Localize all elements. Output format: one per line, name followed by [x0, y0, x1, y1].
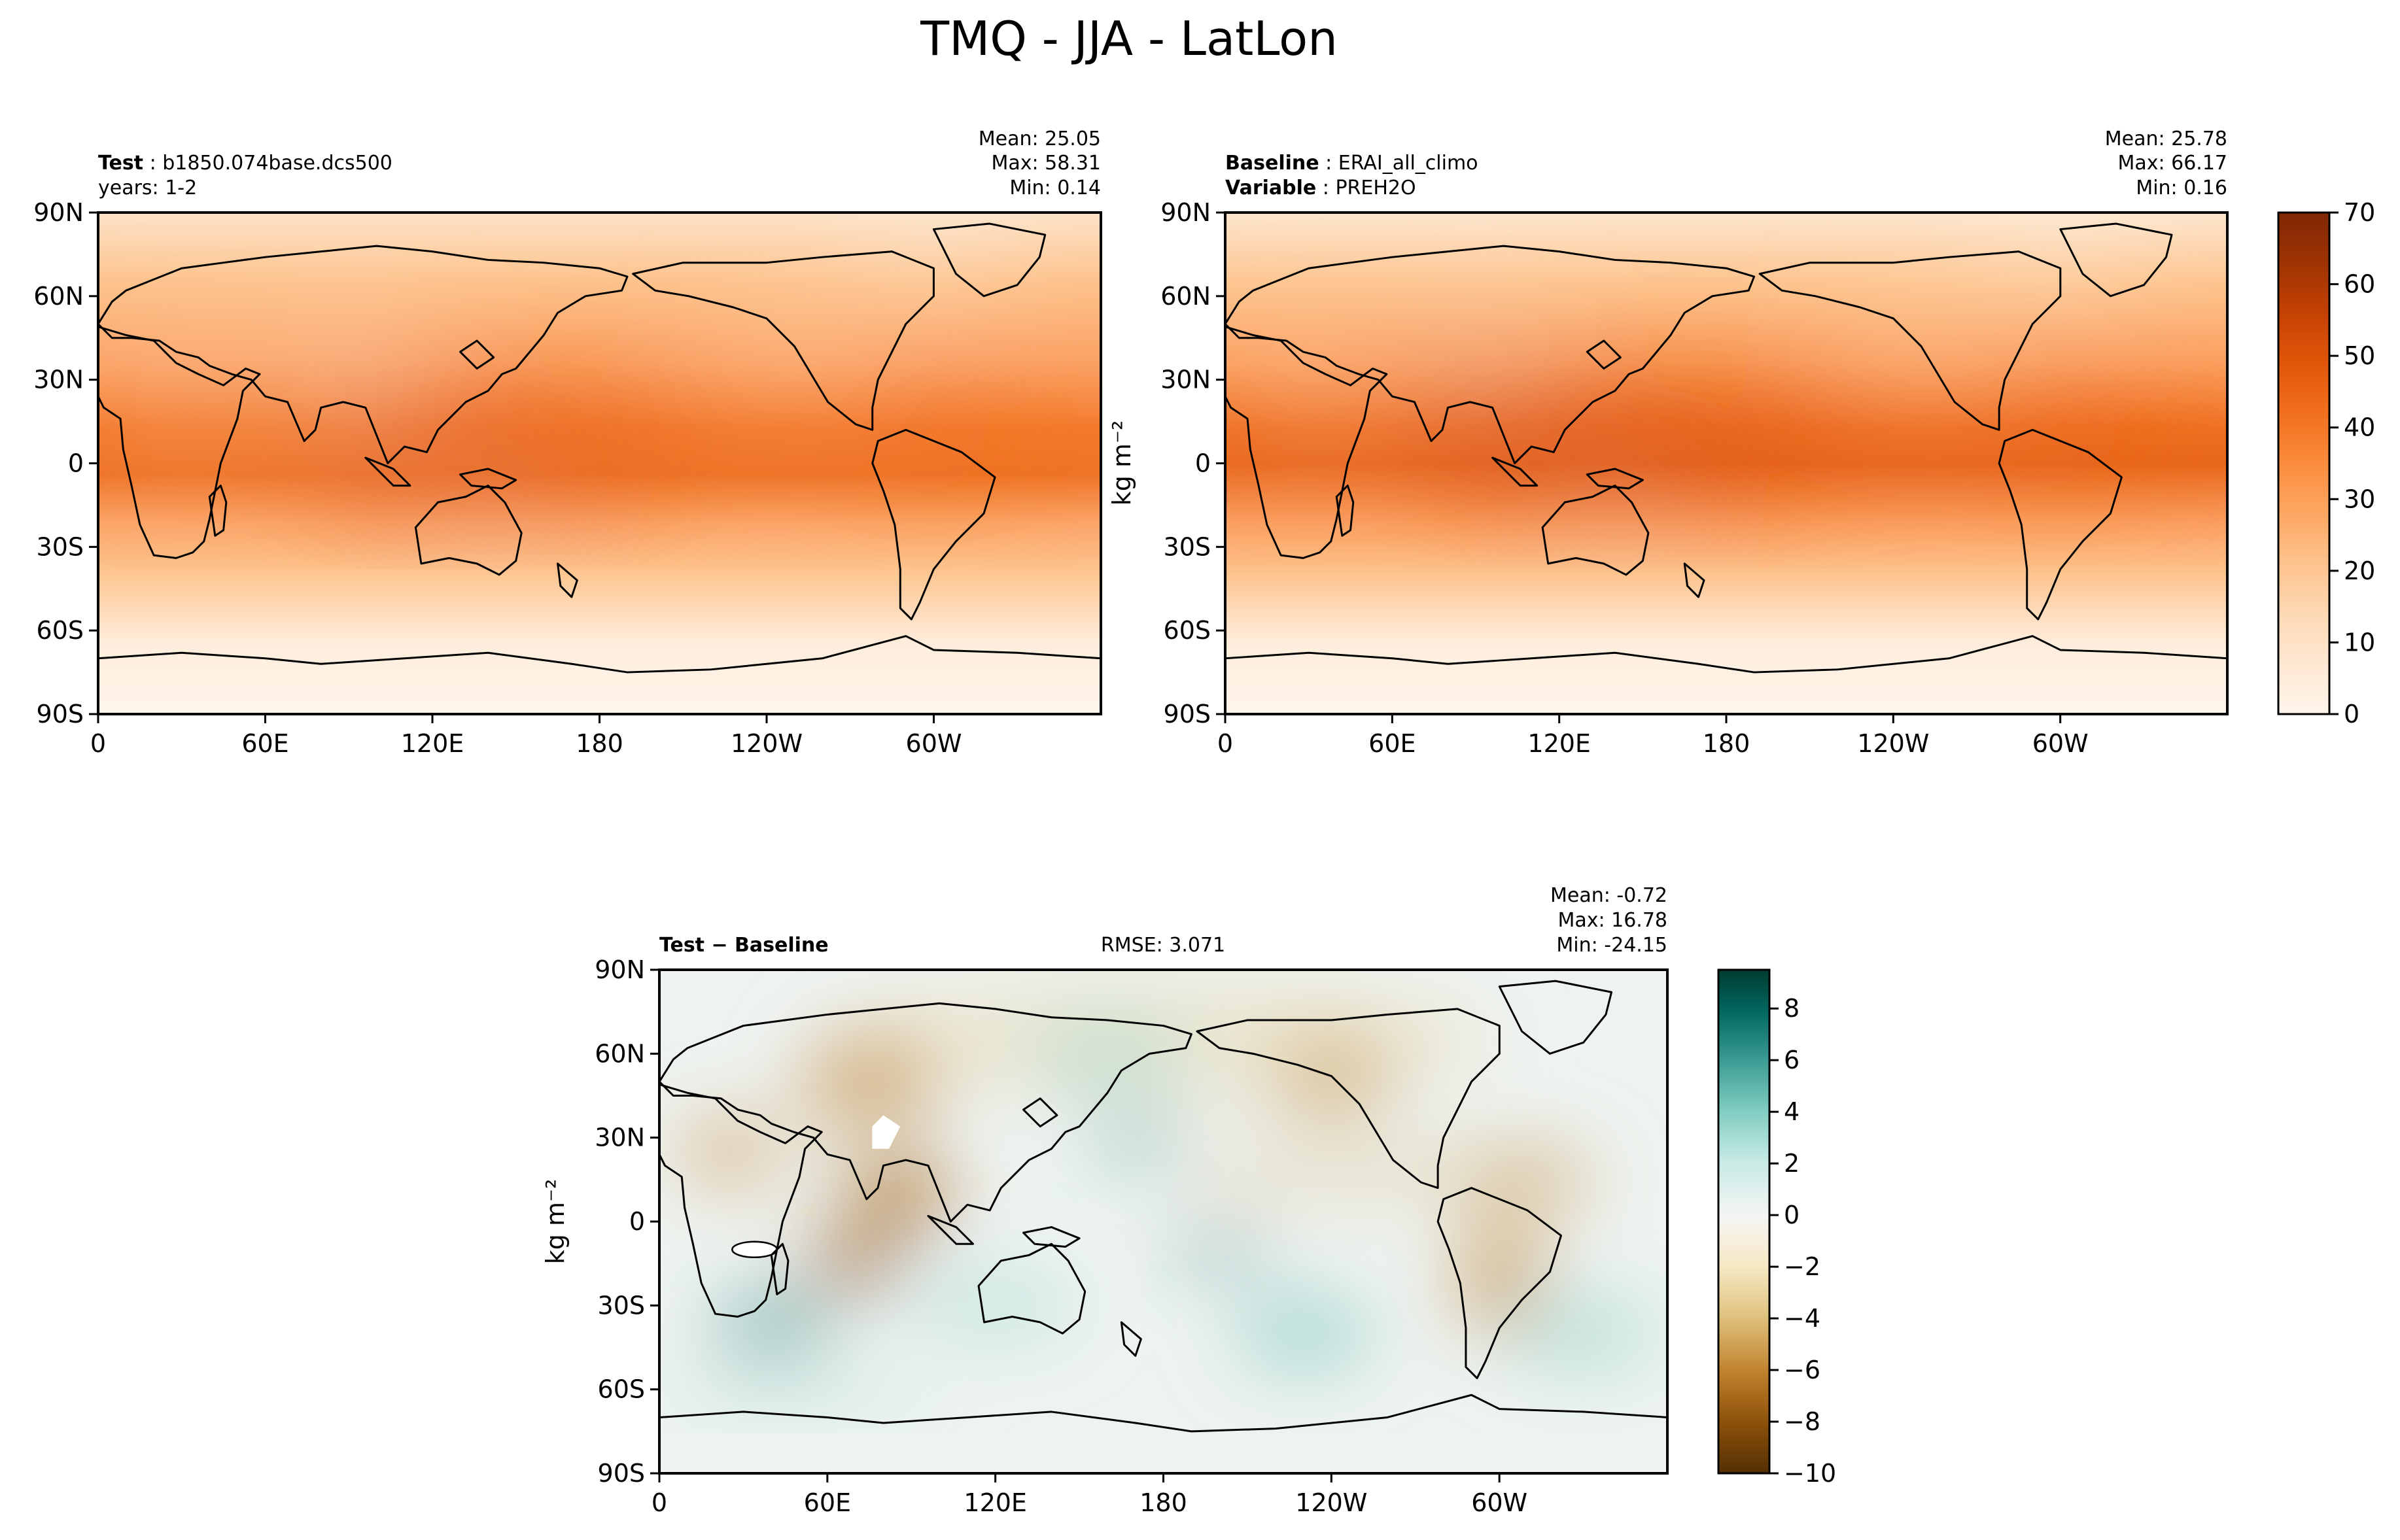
colorbar-tick-label: −8: [1784, 1407, 1820, 1436]
y-tick-label: 0: [68, 449, 84, 478]
x-tick-label: 120E: [1527, 729, 1591, 758]
colorbar-tick-label: 10: [2344, 628, 2375, 657]
diff-rmse: RMSE: 3.071: [1101, 934, 1225, 957]
y-tick-label: 60S: [598, 1375, 645, 1404]
y-tick-label: 60S: [37, 616, 84, 645]
colorbar-tick-label: 30: [2344, 485, 2375, 513]
y-tick-label: 30S: [598, 1291, 645, 1320]
y-tick-label: 30S: [1164, 532, 1211, 561]
x-tick-label: 120E: [964, 1488, 1027, 1517]
x-tick-label: 0: [90, 729, 106, 758]
y-tick-label: 0: [629, 1207, 645, 1236]
orange-colorbar: 0 10 20 30 40 50 60 70: [2277, 198, 2375, 728]
diff-mean: Mean: -0.72: [1550, 884, 1667, 907]
y-tick-label: 60N: [33, 282, 84, 311]
figure-title: TMQ - JJA - LatLon: [920, 11, 1338, 66]
x-tick-label: 120W: [1295, 1488, 1367, 1517]
x-tick-label: 0: [1217, 729, 1233, 758]
y-tick-label: 60N: [1160, 282, 1211, 311]
test-years: years: 1-2: [98, 177, 197, 199]
x-tick-label: 60W: [2032, 729, 2089, 758]
x-tick-label: 180: [1703, 729, 1750, 758]
y-tick-label: 0: [1195, 449, 1211, 478]
x-tick-label: 60E: [241, 729, 288, 758]
colorbar-tick-label: 40: [2344, 413, 2375, 442]
baseline-header: Baseline : ERAI_all_climo: [1225, 152, 1478, 175]
x-tick-label: 60W: [1471, 1488, 1527, 1517]
y-tick-label: 90N: [1160, 198, 1211, 227]
colorbar-tick-label: −4: [1784, 1304, 1820, 1333]
colorbar-tick-label: 8: [1784, 994, 1800, 1023]
diff-max: Max: 16.78: [1557, 909, 1667, 932]
baseline-units-label: kg m⁻²: [1107, 420, 1136, 506]
colorbar-tick-label: 60: [2344, 270, 2375, 299]
colorbar-tick-label: −6: [1784, 1356, 1820, 1384]
y-tick-label: 30N: [595, 1123, 645, 1152]
x-tick-label: 120W: [1857, 729, 1929, 758]
test-mean: Mean: 25.05: [979, 128, 1101, 150]
baseline-map-field: [1225, 213, 2227, 714]
diff-map-field: [659, 970, 1667, 1473]
x-tick-label: 180: [1139, 1488, 1187, 1517]
y-tick-label: 90N: [595, 955, 645, 984]
y-tick-label: 30N: [33, 366, 84, 394]
test-map-field: [98, 213, 1101, 714]
x-tick-label: 120W: [731, 729, 803, 758]
diff-units-label: kg m⁻²: [541, 1179, 570, 1265]
orange-colorbar-ticks: 0 10 20 30 40 50 60 70: [2329, 198, 2375, 728]
y-tick-label: 90S: [1164, 700, 1211, 728]
y-tick-label: 30S: [37, 532, 84, 561]
y-tick-label: 90S: [37, 700, 84, 728]
baseline-variable: Variable : PREH2O: [1225, 177, 1416, 199]
colorbar-tick-label: −10: [1784, 1459, 1836, 1488]
diff-colorbar: −10 −8 −6 −4 −2 0 2 4 6 8: [1717, 968, 1836, 1488]
y-tick-label: 60N: [595, 1039, 645, 1068]
colorbar-tick-label: 0: [2344, 700, 2359, 728]
baseline-axes: 0 60E 120E 180 120W 60W 90N 60N 30N 0 30S 60S 90S: [1160, 198, 2088, 758]
test-header: Test : b1850.074base.dcs500: [98, 152, 392, 175]
baseline-map-panel: Baseline : ERAI_all_climo Variable : PRE…: [1107, 128, 2229, 758]
x-tick-label: 0: [652, 1488, 667, 1517]
colorbar-tick-label: 2: [1784, 1149, 1800, 1178]
y-tick-label: 90N: [33, 198, 84, 227]
colorbar-tick-label: 50: [2344, 341, 2375, 370]
test-min: Min: 0.14: [1009, 177, 1101, 199]
colorbar-tick-label: 4: [1784, 1097, 1800, 1126]
diff-map-panel: Test − Baseline RMSE: 3.071 Mean: -0.72 …: [541, 884, 1669, 1517]
colorbar-tick-label: 70: [2344, 198, 2375, 227]
baseline-min: Min: 0.16: [2136, 177, 2227, 199]
baseline-mean: Mean: 25.78: [2105, 128, 2227, 150]
y-tick-label: 90S: [598, 1459, 645, 1488]
diff-min: Min: -24.15: [1556, 934, 1667, 957]
diff-colorbar-ticks: −10 −8 −6 −4 −2 0 2 4 6 8: [1769, 994, 1836, 1488]
x-tick-label: 60E: [1368, 729, 1416, 758]
test-max: Max: 58.31: [991, 152, 1101, 175]
diff-header: Test − Baseline: [659, 934, 829, 957]
colorbar-tick-label: −2: [1784, 1252, 1820, 1281]
x-tick-label: 60W: [906, 729, 962, 758]
y-tick-label: 60S: [1164, 616, 1211, 645]
y-tick-label: 30N: [1160, 366, 1211, 394]
colorbar-tick-label: 20: [2344, 556, 2375, 585]
colorbar-tick-label: 6: [1784, 1046, 1800, 1074]
test-axes: 0 60E 120E 180 120W 60W 90N 60N 30N 0 30S 60S 90S: [33, 198, 962, 758]
colorbar-tick-label: 0: [1784, 1201, 1800, 1229]
baseline-max: Max: 66.17: [2117, 152, 2227, 175]
diff-axes: 0 60E 120E 180 120W 60W 90N 60N 30N 0 30S 60S 90S: [595, 955, 1527, 1517]
x-tick-label: 120E: [401, 729, 464, 758]
x-tick-label: 60E: [804, 1488, 851, 1517]
x-tick-label: 180: [576, 729, 623, 758]
test-map-panel: Test : b1850.074base.dcs500 years: 1-2 M…: [33, 128, 1102, 758]
